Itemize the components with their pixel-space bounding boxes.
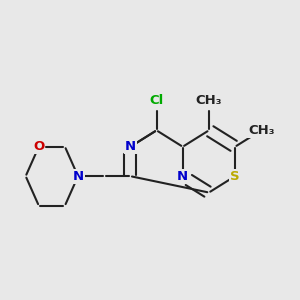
Text: N: N — [73, 170, 84, 183]
Text: CH₃: CH₃ — [196, 94, 222, 107]
Text: O: O — [33, 140, 44, 153]
Text: N: N — [125, 140, 136, 153]
Text: CH₃: CH₃ — [248, 124, 274, 137]
Text: N: N — [177, 170, 188, 183]
Text: S: S — [230, 170, 240, 183]
Text: Cl: Cl — [149, 94, 164, 107]
